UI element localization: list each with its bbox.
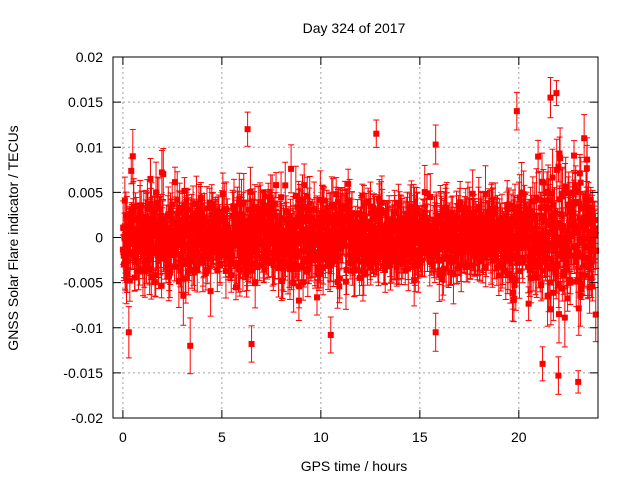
chart: -0.02-0.015-0.01-0.00500.0050.010.0150.0… [5,20,600,474]
